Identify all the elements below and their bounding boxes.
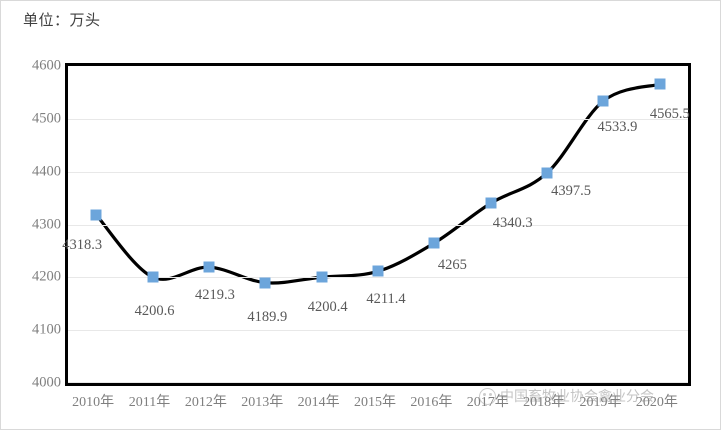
gridline xyxy=(68,118,688,120)
x-axis-tick-label: 2016年 xyxy=(410,395,453,410)
gridline xyxy=(68,224,688,226)
x-axis-tick-label: 2017年 xyxy=(466,395,509,410)
data-point-marker xyxy=(485,197,497,209)
data-point-marker xyxy=(147,271,159,283)
y-axis-tick-label: 4400 xyxy=(32,163,61,180)
data-point-label: 4219.3 xyxy=(194,287,235,304)
plot-area: 4318.3 4200.6 4219.3 4189.9 4200.4 4211.4 4265… xyxy=(62,63,691,386)
data-point-marker xyxy=(90,209,102,221)
y-axis: 4000 4100 4200 4300 4400 4500 4600 xyxy=(1,58,61,391)
x-axis-tick-label: 2018年 xyxy=(523,395,566,410)
line-chart: 4000 4100 4200 4300 4400 4500 4600 4318.3 4200.… xyxy=(1,41,720,429)
data-point-marker xyxy=(316,271,328,283)
gridline xyxy=(68,330,688,332)
data-point-marker xyxy=(372,265,384,277)
data-point-label: 4265 xyxy=(437,256,467,273)
x-axis-tick-label: 2011年 xyxy=(128,395,171,410)
y-axis-tick-label: 4600 xyxy=(32,57,61,74)
data-point-marker xyxy=(541,167,553,179)
data-point-label: 4397.5 xyxy=(551,182,592,199)
y-axis-tick-label: 4100 xyxy=(32,321,61,338)
data-point-marker xyxy=(597,95,609,107)
x-axis-tick-label: 2013年 xyxy=(241,395,284,410)
gridline xyxy=(68,277,688,279)
data-point-label: 4340.3 xyxy=(492,215,533,232)
x-axis-tick-label: 2015年 xyxy=(354,395,396,410)
data-point-label: 4189.9 xyxy=(247,308,288,325)
data-point-marker xyxy=(203,261,215,273)
x-axis-tick-label: 2019年 xyxy=(579,395,622,410)
x-axis-tick-label: 2020年 xyxy=(635,395,678,410)
x-axis-tick-label: 2012年 xyxy=(184,395,227,410)
data-point-marker xyxy=(654,78,666,90)
data-point-label: 4200.4 xyxy=(307,299,348,316)
x-axis-tick-label: 2014年 xyxy=(297,395,340,410)
y-axis-tick-label: 4200 xyxy=(32,268,61,285)
data-point-marker xyxy=(428,237,440,249)
data-point-label: 4565.5 xyxy=(649,106,690,123)
x-axis: 2010年 2011年 2012年 2013年 2014年 2015年 2016年 2017年… xyxy=(65,391,691,421)
gridline xyxy=(68,171,688,173)
y-axis-tick-label: 4500 xyxy=(32,110,61,127)
data-point-marker xyxy=(259,277,271,289)
unit-caption: 单位：万头 xyxy=(23,11,101,29)
data-point-label: 4318.3 xyxy=(62,236,103,253)
x-axis-tick-label: 2010年 xyxy=(72,395,115,410)
y-axis-tick-label: 4000 xyxy=(32,374,61,391)
data-point-label: 4533.9 xyxy=(597,118,638,135)
y-axis-tick-label: 4300 xyxy=(32,216,61,232)
data-point-label: 4200.6 xyxy=(134,303,175,320)
data-point-label: 4211.4 xyxy=(366,291,406,308)
gridline xyxy=(68,382,688,383)
